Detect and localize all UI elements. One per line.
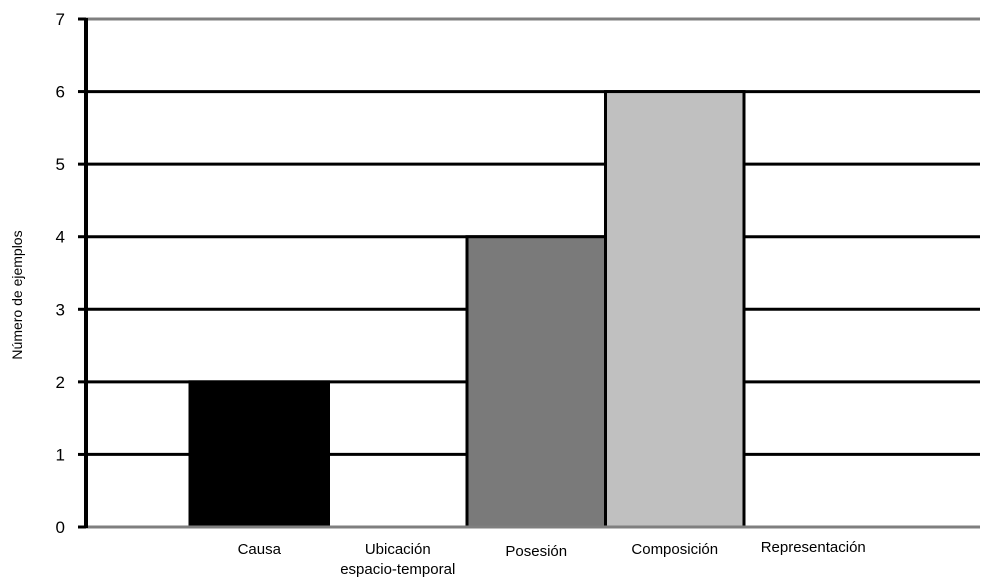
- x-tick-labels: Causa Ubicación espacio-temporal Posesión Co…: [238, 539, 866, 578]
- y-axis-label: Número de ejemplos: [9, 230, 25, 359]
- x-tick-label: Composición: [631, 541, 718, 558]
- x-tick-label: Ubicación: [365, 541, 431, 558]
- x-tick-label: Causa: [238, 541, 282, 558]
- y-tick-label: 4: [56, 228, 65, 247]
- bar: [188, 380, 330, 529]
- y-tick-label: 5: [56, 155, 65, 174]
- x-tick-label: espacio-temporal: [340, 561, 455, 578]
- bar: [465, 235, 607, 529]
- y-tick-label: 0: [56, 518, 65, 537]
- y-tick-label: 3: [56, 300, 65, 319]
- axes: [78, 17, 980, 529]
- x-tick-label: Posesión: [505, 543, 567, 560]
- bar: [604, 90, 746, 529]
- y-tick-labels: 0 1 2 3 4 5 6 7: [56, 10, 65, 537]
- y-tick-label: 2: [56, 373, 65, 392]
- y-tick-label: 7: [56, 10, 65, 29]
- y-tick-label: 1: [56, 445, 65, 464]
- x-tick-label: Representación: [761, 539, 866, 556]
- y-tick-label: 6: [56, 83, 65, 102]
